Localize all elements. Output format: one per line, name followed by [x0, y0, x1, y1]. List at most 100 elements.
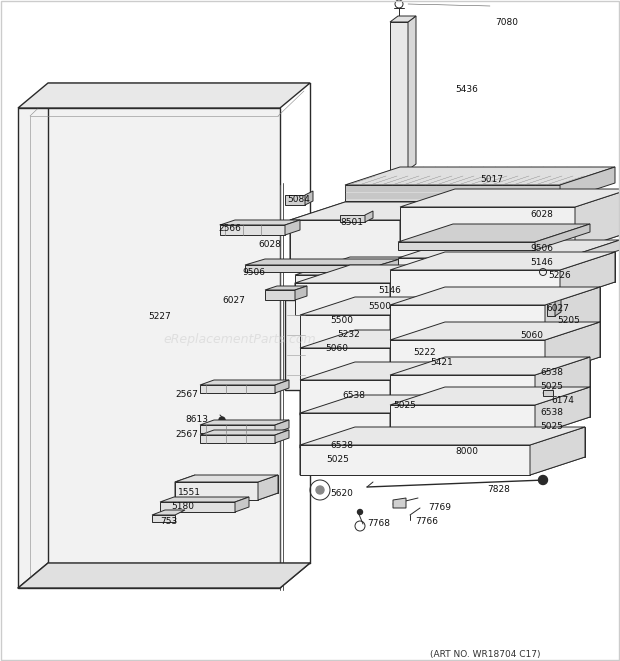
Polygon shape — [445, 287, 600, 322]
Polygon shape — [18, 108, 280, 588]
Polygon shape — [560, 167, 615, 201]
Polygon shape — [300, 427, 585, 445]
Polygon shape — [540, 202, 595, 270]
Polygon shape — [390, 305, 545, 340]
Text: 2567: 2567 — [175, 390, 198, 399]
Polygon shape — [300, 430, 545, 448]
Text: 6028: 6028 — [530, 210, 553, 219]
Polygon shape — [350, 265, 535, 297]
Polygon shape — [365, 211, 373, 222]
Text: 2567: 2567 — [175, 430, 198, 439]
Polygon shape — [295, 257, 585, 275]
Text: 8501: 8501 — [340, 218, 363, 227]
Text: 5017: 5017 — [480, 175, 503, 184]
Polygon shape — [300, 332, 545, 350]
Polygon shape — [490, 297, 545, 350]
Text: 5226: 5226 — [548, 271, 571, 280]
Text: 9506: 9506 — [530, 244, 553, 253]
Polygon shape — [300, 348, 490, 382]
Polygon shape — [390, 322, 600, 340]
Circle shape — [358, 510, 363, 514]
Polygon shape — [300, 297, 545, 315]
Polygon shape — [398, 258, 565, 268]
Polygon shape — [345, 202, 595, 252]
Text: 7766: 7766 — [415, 517, 438, 526]
Polygon shape — [445, 252, 615, 282]
Polygon shape — [535, 224, 590, 250]
Polygon shape — [390, 270, 560, 300]
Polygon shape — [445, 322, 600, 357]
Polygon shape — [245, 259, 400, 265]
Text: 5227: 5227 — [148, 312, 171, 321]
Polygon shape — [355, 297, 545, 332]
Polygon shape — [220, 220, 300, 225]
Text: 7769: 7769 — [428, 503, 451, 512]
Polygon shape — [200, 380, 289, 385]
Polygon shape — [275, 420, 289, 433]
Polygon shape — [300, 380, 490, 415]
Polygon shape — [340, 215, 365, 222]
Polygon shape — [555, 296, 561, 316]
Text: 5025: 5025 — [326, 455, 349, 464]
Polygon shape — [152, 515, 175, 522]
Polygon shape — [18, 83, 310, 108]
Polygon shape — [530, 257, 585, 285]
Polygon shape — [220, 225, 285, 235]
Polygon shape — [390, 387, 590, 405]
Polygon shape — [390, 357, 445, 405]
Text: 6028: 6028 — [258, 240, 281, 249]
Polygon shape — [393, 498, 406, 508]
Polygon shape — [295, 275, 530, 285]
Polygon shape — [547, 300, 555, 316]
Text: 7768: 7768 — [367, 519, 390, 528]
Text: 8000: 8000 — [455, 447, 478, 456]
Polygon shape — [560, 252, 615, 300]
Polygon shape — [300, 315, 490, 350]
Polygon shape — [565, 240, 620, 268]
Text: 5025: 5025 — [393, 401, 416, 410]
Circle shape — [316, 486, 324, 494]
Text: 1551: 1551 — [178, 488, 201, 497]
Text: 5500: 5500 — [368, 302, 391, 311]
Text: 5084: 5084 — [287, 195, 310, 204]
Polygon shape — [285, 300, 305, 390]
Polygon shape — [300, 330, 545, 348]
Polygon shape — [200, 420, 289, 425]
Polygon shape — [400, 232, 620, 250]
Text: 2566: 2566 — [218, 224, 241, 233]
Text: 9506: 9506 — [242, 268, 265, 277]
Text: 6027: 6027 — [546, 304, 569, 313]
Polygon shape — [575, 189, 620, 250]
Polygon shape — [290, 202, 595, 220]
Polygon shape — [490, 362, 545, 415]
Polygon shape — [535, 387, 590, 435]
Polygon shape — [380, 259, 400, 272]
Polygon shape — [295, 297, 535, 315]
Text: 753: 753 — [160, 517, 177, 526]
Text: 5146: 5146 — [378, 286, 401, 295]
Polygon shape — [175, 475, 278, 482]
Polygon shape — [390, 387, 590, 405]
Polygon shape — [290, 220, 540, 270]
Text: 5025: 5025 — [540, 422, 563, 431]
Text: 6027: 6027 — [222, 296, 245, 305]
Polygon shape — [535, 357, 590, 405]
Polygon shape — [398, 240, 620, 258]
Polygon shape — [295, 265, 535, 283]
Polygon shape — [300, 362, 355, 415]
Polygon shape — [290, 202, 345, 270]
Polygon shape — [152, 510, 185, 515]
Polygon shape — [235, 497, 249, 512]
Text: 5025: 5025 — [540, 382, 563, 391]
Polygon shape — [300, 395, 545, 413]
Text: 5222: 5222 — [413, 348, 436, 357]
Polygon shape — [355, 395, 545, 430]
Polygon shape — [355, 362, 545, 397]
Circle shape — [539, 475, 547, 485]
Circle shape — [219, 417, 225, 423]
Polygon shape — [200, 430, 289, 435]
Polygon shape — [490, 395, 545, 448]
Text: 8613: 8613 — [185, 415, 208, 424]
Text: 5232: 5232 — [337, 330, 360, 339]
Polygon shape — [18, 563, 310, 588]
